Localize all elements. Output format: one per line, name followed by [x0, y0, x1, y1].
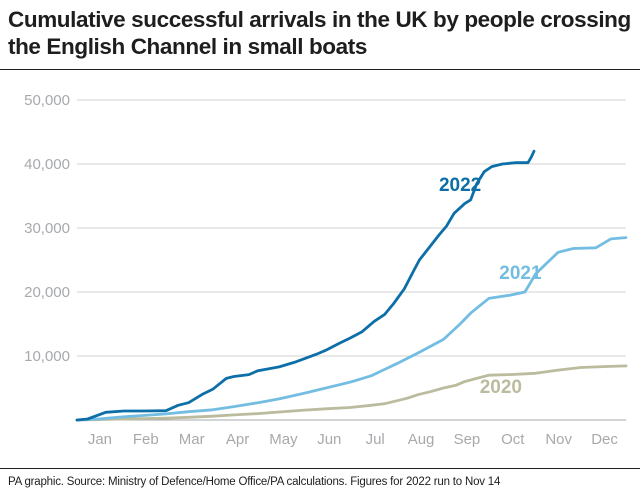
x-tick-label: Feb: [133, 431, 159, 448]
x-tick-label: Oct: [501, 431, 525, 448]
series-label-2020: 2020: [480, 377, 522, 398]
x-tick-label: Aug: [408, 431, 435, 448]
x-tick-label: Nov: [545, 431, 572, 448]
series-label-2022: 2022: [439, 175, 481, 196]
y-axis-ticks: 10,000 20,000 30,000 40,000 50,000: [24, 92, 70, 365]
series-lines: [75, 149, 628, 422]
series-labels: 2020 2021 2022: [439, 175, 542, 398]
y-tick-label: 50,000: [24, 92, 70, 109]
y-tick-label: 30,000: [24, 220, 70, 237]
chart-title: Cumulative successful arrivals in the UK…: [8, 7, 631, 59]
x-tick-label: Sep: [454, 431, 481, 448]
x-axis-ticks: Jan Feb Mar Apr May Jun Jul Aug Sep Oct Nov Dec: [88, 431, 619, 448]
line-chart: 10,000 20,000 30,000 40,000 50,000 Jan Feb Mar…: [24, 92, 628, 448]
y-tick-label: 20,000: [24, 284, 70, 301]
series-label-2021: 2021: [499, 263, 542, 284]
title-divider: [0, 69, 640, 70]
x-tick-label: Jan: [88, 431, 112, 448]
x-tick-label: Jul: [366, 431, 385, 448]
x-tick-label: Jun: [317, 431, 341, 448]
y-tick-label: 10,000: [24, 348, 70, 365]
source-note: PA graphic. Source: Ministry of Defence/…: [8, 476, 501, 488]
gridlines: [77, 99, 626, 421]
series-line-2021: [75, 236, 628, 422]
x-tick-label: Apr: [226, 431, 249, 448]
series-line-2022: [75, 149, 536, 422]
series-line-2020: [75, 364, 628, 422]
footer-divider: [0, 468, 640, 469]
x-tick-label: Mar: [179, 431, 205, 448]
x-tick-label: Dec: [591, 431, 618, 448]
y-tick-label: 40,000: [24, 156, 70, 173]
x-tick-label: May: [269, 431, 298, 448]
